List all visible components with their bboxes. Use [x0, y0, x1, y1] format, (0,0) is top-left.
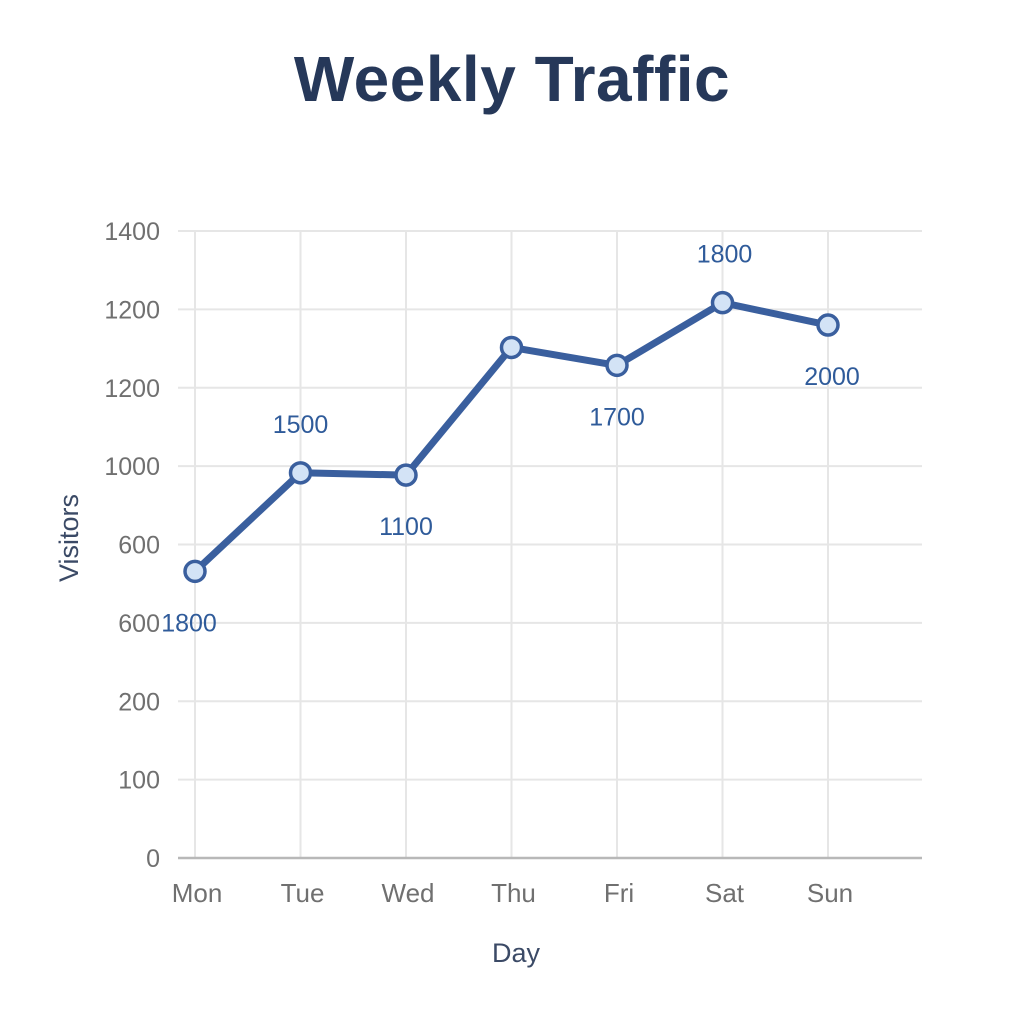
data-label: 1100	[379, 513, 433, 541]
y-tick-labels: 0 100 200 600 600 1000 1200 1200 1400	[104, 218, 160, 873]
y-axis-title: Visitors	[54, 494, 84, 582]
y-tick-label: 1200	[104, 375, 160, 403]
data-point-sat[interactable]	[710, 290, 735, 315]
grid	[178, 230, 922, 858]
y-tick-label: 200	[118, 688, 160, 716]
x-tick-label: Sun	[807, 878, 853, 908]
x-tick-label: Mon	[172, 878, 223, 908]
chart-title: Weekly Traffic	[293, 43, 731, 115]
x-tick-label: Fri	[604, 878, 634, 908]
x-tick-label: Sat	[705, 878, 745, 908]
y-tick-label: 0	[146, 845, 160, 873]
y-tick-label: 1400	[104, 218, 160, 246]
data-labels: 1800 1500 1100 1700 1800 2000	[161, 241, 860, 638]
data-point-thu[interactable]	[499, 335, 524, 360]
data-label: 1800	[161, 609, 217, 637]
data-point-sun[interactable]	[816, 313, 840, 337]
x-tick-labels: Mon Tue Wed Thu Fri Sat Sun	[172, 878, 853, 908]
y-tick-label: 600	[118, 532, 160, 560]
data-label: 1800	[697, 241, 753, 269]
x-tick-label: Tue	[281, 878, 325, 908]
x-tick-label: Thu	[491, 878, 536, 908]
data-label: 1500	[273, 411, 329, 439]
y-tick-label: 100	[118, 767, 160, 795]
x-tick-label: Wed	[382, 878, 435, 908]
y-tick-label: 600	[118, 610, 160, 638]
data-label: 1700	[589, 403, 645, 431]
data-point-wed[interactable]	[394, 463, 418, 487]
data-point-mon[interactable]	[183, 559, 207, 584]
y-tick-label: 1000	[104, 453, 160, 481]
data-point-tue[interactable]	[288, 461, 313, 485]
y-tick-label: 1200	[104, 296, 160, 324]
data-points	[183, 290, 840, 584]
data-label: 2000	[804, 363, 860, 391]
data-point-fri[interactable]	[605, 353, 629, 378]
x-axis-title: Day	[492, 938, 541, 968]
